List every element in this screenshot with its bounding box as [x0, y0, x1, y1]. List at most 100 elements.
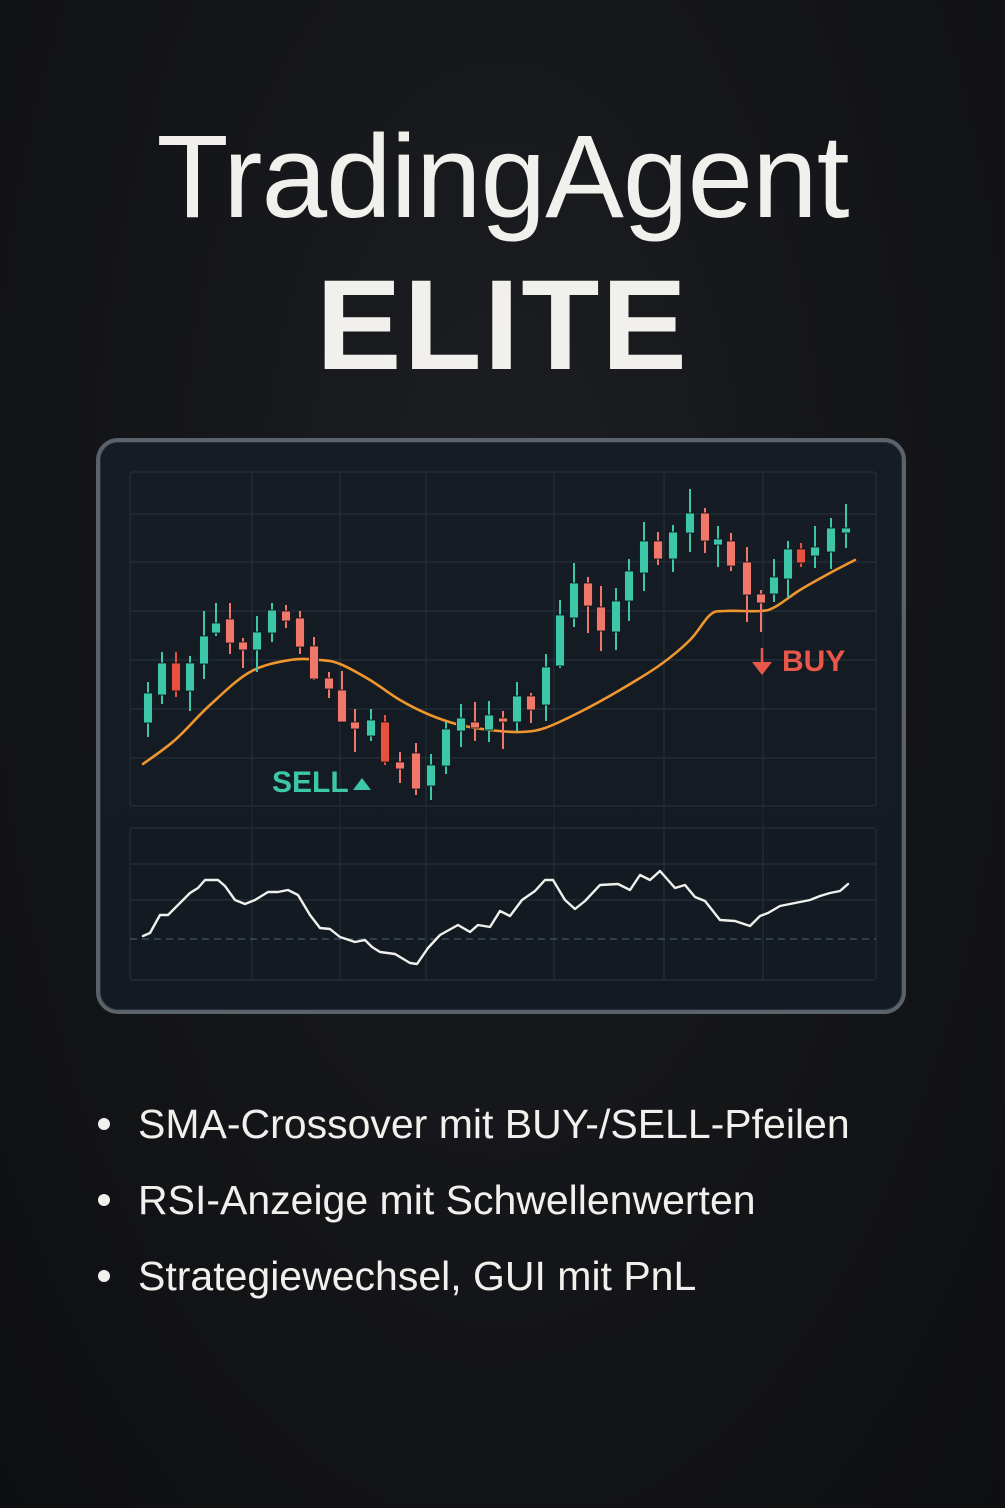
candle-body — [484, 714, 494, 731]
bullish-candle — [199, 611, 209, 679]
candle-body — [395, 761, 405, 770]
grid-frame — [129, 471, 877, 807]
candle-body — [841, 527, 851, 534]
chart-card — [96, 438, 906, 1014]
signal-markers — [353, 648, 772, 790]
candle-body — [470, 721, 480, 729]
bullish-candle — [456, 704, 466, 747]
bearish-candle — [653, 532, 663, 565]
bearish-candle — [225, 603, 235, 654]
bullish-candle — [624, 559, 634, 621]
candle-body — [324, 677, 334, 690]
candle-body — [541, 666, 551, 706]
bullish-candle — [441, 722, 451, 774]
bullish-candle — [569, 563, 579, 627]
bearish-candle — [796, 543, 806, 567]
bullish-candle — [783, 541, 793, 598]
bullet-icon — [98, 1270, 110, 1282]
candle-body — [238, 641, 248, 651]
buy-signal-label: BUY — [782, 645, 846, 678]
candle-body — [309, 645, 319, 680]
candle-body — [596, 606, 606, 632]
candle-body — [281, 610, 291, 622]
candle-body — [742, 561, 752, 596]
sell-signal-label: SELL — [272, 766, 349, 799]
bearish-candle — [281, 605, 291, 628]
bullish-candle — [668, 525, 678, 572]
bullish-candle — [143, 682, 153, 737]
candle-body — [171, 662, 181, 692]
bullish-candle — [366, 709, 376, 741]
candle-body — [713, 538, 723, 546]
bearish-candle — [700, 508, 710, 553]
candle-body — [700, 512, 710, 542]
bearish-candle — [756, 590, 766, 632]
up-triangle-icon — [353, 778, 371, 790]
rsi-path — [141, 869, 850, 966]
candle-body — [199, 635, 209, 665]
candle-body — [267, 609, 277, 634]
down-arrow-head-icon — [752, 662, 772, 675]
feature-item: Strategiewechsel, GUI mit PnL — [98, 1238, 850, 1314]
candle-body — [366, 719, 376, 737]
bearish-candle — [324, 672, 334, 698]
candle-body — [555, 614, 565, 667]
bearish-candle — [526, 693, 536, 723]
feature-text: SMA-Crossover mit BUY-/SELL-Pfeilen — [138, 1100, 850, 1147]
candle-body — [380, 721, 390, 763]
grid-frame — [129, 827, 877, 981]
candle-body — [756, 593, 766, 604]
feature-item: RSI-Anzeige mit Schwellenwerten — [98, 1162, 850, 1238]
bullet-icon — [98, 1194, 110, 1206]
bullish-candle — [685, 489, 695, 552]
bearish-candle — [171, 652, 181, 697]
bearish-candle — [583, 577, 593, 633]
candle-body — [583, 582, 593, 607]
candlestick-series — [143, 489, 851, 800]
bullish-candle — [512, 682, 522, 731]
bearish-candle — [238, 638, 248, 668]
bullish-candle — [426, 754, 436, 800]
bearish-candle — [498, 711, 508, 749]
bearish-candle — [470, 702, 480, 741]
candle-body — [653, 540, 663, 560]
bearish-candle — [726, 533, 736, 571]
title-line-2: ELITE — [316, 254, 689, 397]
candle-body — [426, 764, 436, 787]
bullish-candle — [157, 652, 167, 704]
bearish-candle — [309, 637, 319, 680]
candle-body — [668, 531, 678, 560]
candle-body — [211, 622, 221, 634]
bullish-candle — [841, 504, 851, 548]
bullish-candle — [267, 603, 277, 642]
feature-list: SMA-Crossover mit BUY-/SELL-Pfeilen RSI-… — [98, 1086, 850, 1314]
bullish-candle — [826, 518, 836, 569]
candle-body — [498, 717, 508, 723]
bearish-candle — [742, 547, 752, 622]
bullish-candle — [555, 600, 565, 668]
bullish-candle — [252, 616, 262, 672]
candle-body — [337, 689, 347, 723]
candle-body — [225, 618, 235, 644]
bullish-candle — [185, 656, 195, 711]
bearish-candle — [596, 586, 606, 651]
candle-body — [512, 695, 522, 723]
candle-body — [769, 576, 779, 595]
candle-body — [685, 512, 695, 534]
rsi-grid — [129, 827, 877, 981]
bullish-candle — [611, 588, 621, 650]
bearish-candle — [380, 715, 390, 765]
candle-body — [526, 695, 536, 711]
candle-body — [826, 527, 836, 553]
candle-body — [252, 631, 262, 651]
bullish-candle — [713, 526, 723, 567]
candle-body — [569, 582, 579, 619]
bearish-candle — [337, 671, 347, 723]
candle-body — [810, 546, 820, 557]
candle-body — [350, 721, 360, 730]
feature-text: Strategiewechsel, GUI mit PnL — [138, 1252, 697, 1299]
candle-body — [611, 600, 621, 633]
candle-body — [295, 617, 305, 648]
candle-body — [783, 548, 793, 580]
